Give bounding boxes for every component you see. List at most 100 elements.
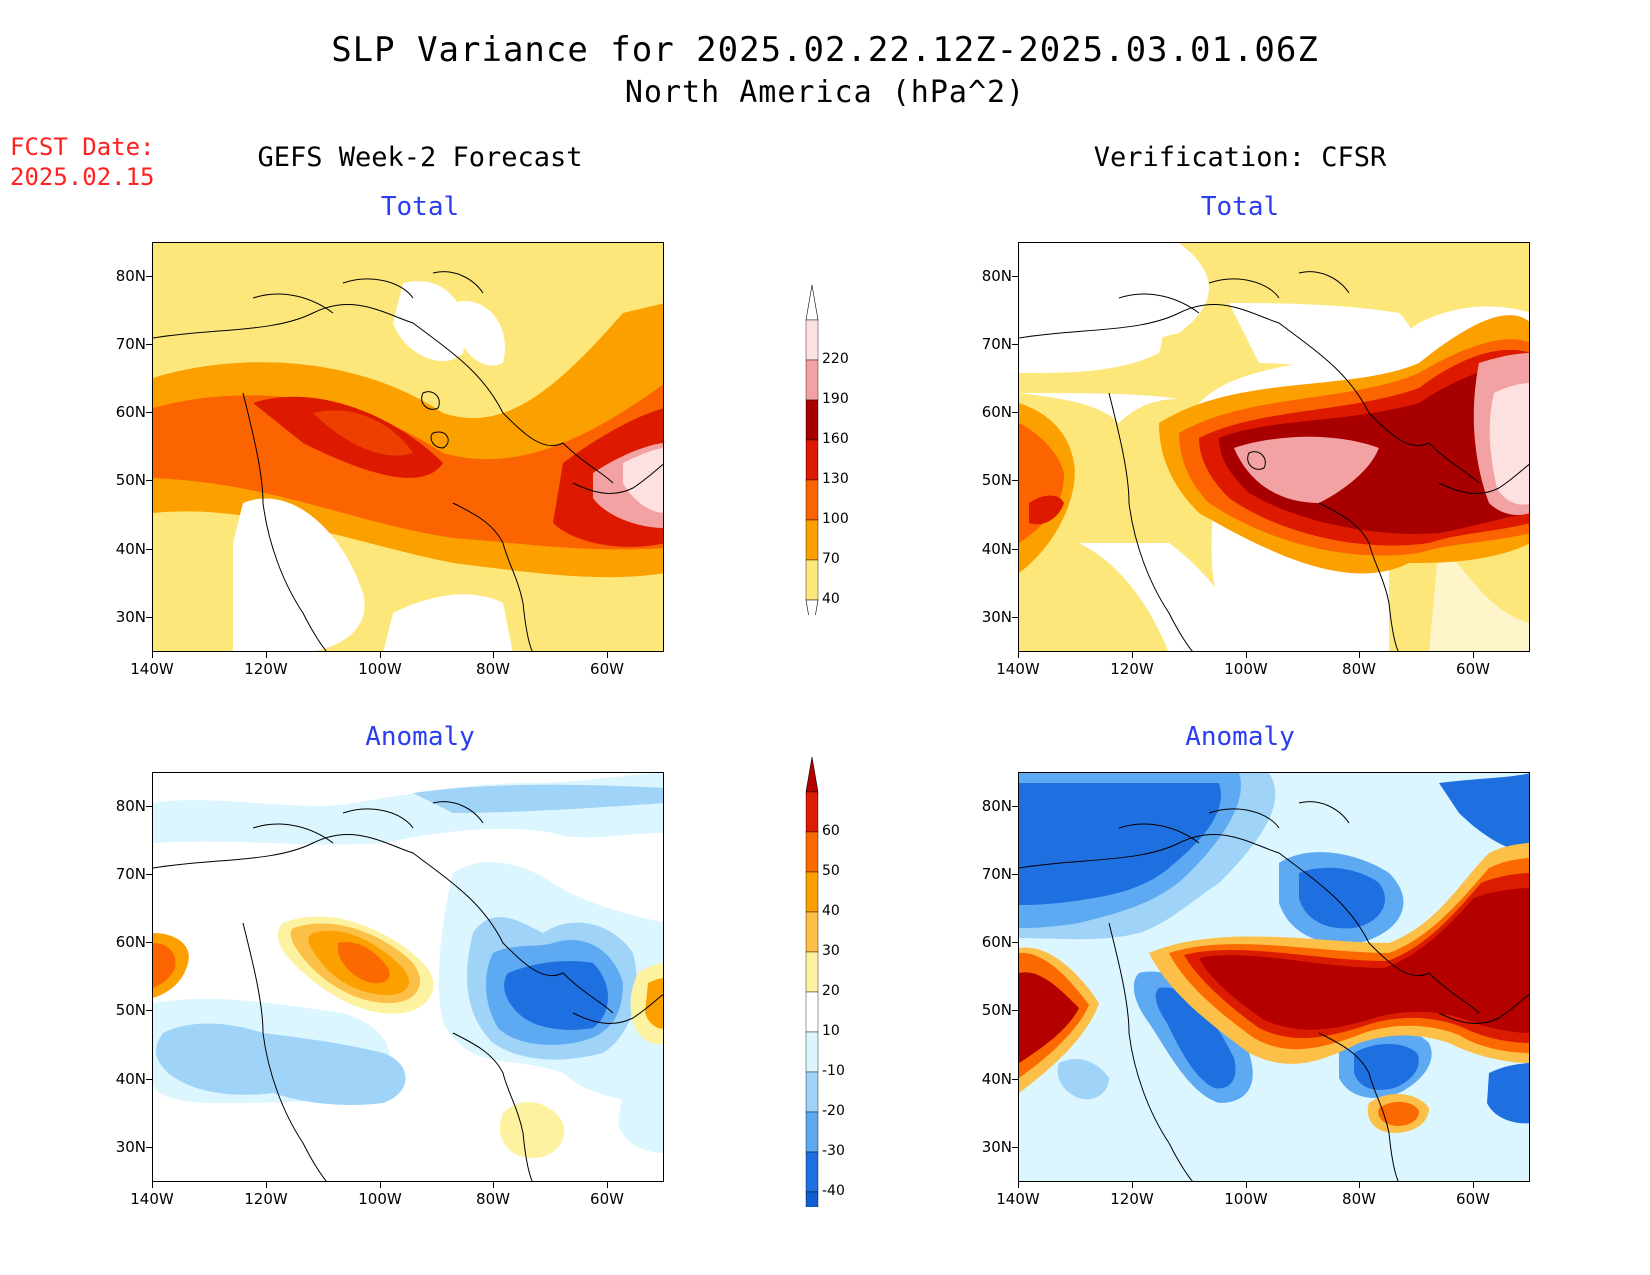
colorbar-bottom-cap bbox=[805, 599, 819, 615]
lat-tick-mark bbox=[146, 480, 152, 481]
lat-tick-mark bbox=[1012, 412, 1018, 413]
colorbar-swatch bbox=[805, 1071, 819, 1113]
lon-tick-label: 80W bbox=[476, 1190, 510, 1208]
lat-tick-label: 70N bbox=[115, 865, 146, 883]
colorbar-label: 60 bbox=[822, 823, 840, 839]
colorbar-label: 30 bbox=[822, 943, 840, 959]
lat-tick-mark bbox=[146, 617, 152, 618]
colorbar-anomaly bbox=[805, 757, 819, 1207]
colorbar-label: -40 bbox=[822, 1183, 845, 1199]
colorbar-label: 40 bbox=[822, 591, 840, 607]
column-title-forecast: GEFS Week-2 Forecast bbox=[257, 142, 583, 173]
lat-tick-label: 80N bbox=[981, 797, 1012, 815]
lat-tick-mark bbox=[146, 874, 152, 875]
lat-tick-mark bbox=[146, 1147, 152, 1148]
colorbar-swatch bbox=[805, 559, 819, 601]
lat-tick-label: 50N bbox=[981, 1001, 1012, 1019]
lon-tick-label: 120W bbox=[1110, 660, 1154, 678]
colorbar-swatch bbox=[805, 1111, 819, 1153]
lat-tick-label: 70N bbox=[981, 335, 1012, 353]
colorbar-swatch bbox=[805, 359, 819, 401]
lon-tick-label: 60W bbox=[590, 660, 624, 678]
lat-tick-mark bbox=[146, 549, 152, 550]
lon-tick-label: 140W bbox=[130, 1190, 174, 1208]
lat-tick-mark bbox=[1012, 344, 1018, 345]
lon-tick-label: 60W bbox=[1456, 1190, 1490, 1208]
lon-tick-mark bbox=[1473, 652, 1474, 658]
lon-tick-mark bbox=[1132, 1182, 1133, 1188]
lat-tick-mark bbox=[1012, 617, 1018, 618]
lon-tick-label: 60W bbox=[590, 1190, 624, 1208]
lon-tick-mark bbox=[607, 1182, 608, 1188]
lat-tick-label: 50N bbox=[115, 471, 146, 489]
lon-tick-label: 80W bbox=[476, 660, 510, 678]
colorbar-swatch bbox=[805, 911, 819, 953]
lat-tick-mark bbox=[146, 806, 152, 807]
lat-tick-mark bbox=[146, 412, 152, 413]
colorbar-label: 70 bbox=[822, 551, 840, 567]
lon-tick-label: 100W bbox=[1224, 1190, 1268, 1208]
colorbar-label: 220 bbox=[822, 351, 849, 367]
lat-tick-label: 80N bbox=[981, 267, 1012, 285]
panel-title-forecast-total: Total bbox=[380, 192, 460, 222]
lon-tick-mark bbox=[266, 1182, 267, 1188]
lon-tick-mark bbox=[607, 652, 608, 658]
colorbar-top-cap bbox=[805, 285, 819, 321]
colorbar-label: 50 bbox=[822, 863, 840, 879]
lon-tick-label: 100W bbox=[358, 1190, 402, 1208]
colorbar-swatch bbox=[805, 831, 819, 873]
lat-tick-label: 60N bbox=[981, 403, 1012, 421]
lon-tick-label: 120W bbox=[244, 660, 288, 678]
lon-tick-mark bbox=[493, 652, 494, 658]
lon-tick-label: 140W bbox=[996, 660, 1040, 678]
map-forecast-anomaly bbox=[152, 772, 664, 1182]
colorbar-swatch bbox=[805, 439, 819, 481]
panel-title-verification-anomaly: Anomaly bbox=[1185, 722, 1295, 752]
lat-tick-mark bbox=[146, 1010, 152, 1011]
colorbar-label: -10 bbox=[822, 1063, 845, 1079]
colorbar-swatch bbox=[805, 791, 819, 833]
colorbar-swatch bbox=[805, 871, 819, 913]
lat-tick-label: 30N bbox=[115, 1138, 146, 1156]
colorbar-swatch bbox=[805, 399, 819, 441]
lat-tick-label: 30N bbox=[981, 608, 1012, 626]
lon-tick-mark bbox=[380, 652, 381, 658]
lon-tick-mark bbox=[1246, 1182, 1247, 1188]
lat-tick-label: 40N bbox=[115, 540, 146, 558]
lon-tick-mark bbox=[493, 1182, 494, 1188]
panel-title-verification-total: Total bbox=[1200, 192, 1280, 222]
lon-tick-label: 140W bbox=[130, 660, 174, 678]
lat-tick-label: 30N bbox=[115, 608, 146, 626]
lat-tick-label: 30N bbox=[981, 1138, 1012, 1156]
lat-tick-label: 40N bbox=[115, 1070, 146, 1088]
lat-tick-mark bbox=[1012, 276, 1018, 277]
lon-tick-mark bbox=[1473, 1182, 1474, 1188]
lat-tick-mark bbox=[1012, 549, 1018, 550]
colorbar-swatch bbox=[805, 519, 819, 561]
colorbar-label: 190 bbox=[822, 391, 849, 407]
fcst-date-label: FCST Date: bbox=[10, 133, 155, 161]
map-verification-total bbox=[1018, 242, 1530, 652]
lon-tick-mark bbox=[1132, 652, 1133, 658]
lat-tick-label: 40N bbox=[981, 540, 1012, 558]
lon-tick-mark bbox=[266, 652, 267, 658]
panel-title-forecast-anomaly: Anomaly bbox=[365, 722, 475, 752]
lon-tick-mark bbox=[152, 652, 153, 658]
column-title-verification: Verification: CFSR bbox=[1093, 142, 1387, 173]
colorbar-label: 40 bbox=[822, 903, 840, 919]
colorbar-label: 10 bbox=[822, 1023, 840, 1039]
lat-tick-mark bbox=[146, 942, 152, 943]
lat-tick-mark bbox=[1012, 1079, 1018, 1080]
lat-tick-mark bbox=[146, 1079, 152, 1080]
colorbar-total bbox=[805, 285, 819, 615]
lon-tick-label: 120W bbox=[1110, 1190, 1154, 1208]
lat-tick-label: 50N bbox=[981, 471, 1012, 489]
lat-tick-mark bbox=[1012, 874, 1018, 875]
colorbar-swatch bbox=[805, 1151, 819, 1193]
lat-tick-mark bbox=[146, 276, 152, 277]
lat-tick-mark bbox=[146, 344, 152, 345]
colorbar-label: -20 bbox=[822, 1103, 845, 1119]
lat-tick-mark bbox=[1012, 942, 1018, 943]
colorbar-swatch bbox=[805, 1031, 819, 1073]
lat-tick-mark bbox=[1012, 1147, 1018, 1148]
